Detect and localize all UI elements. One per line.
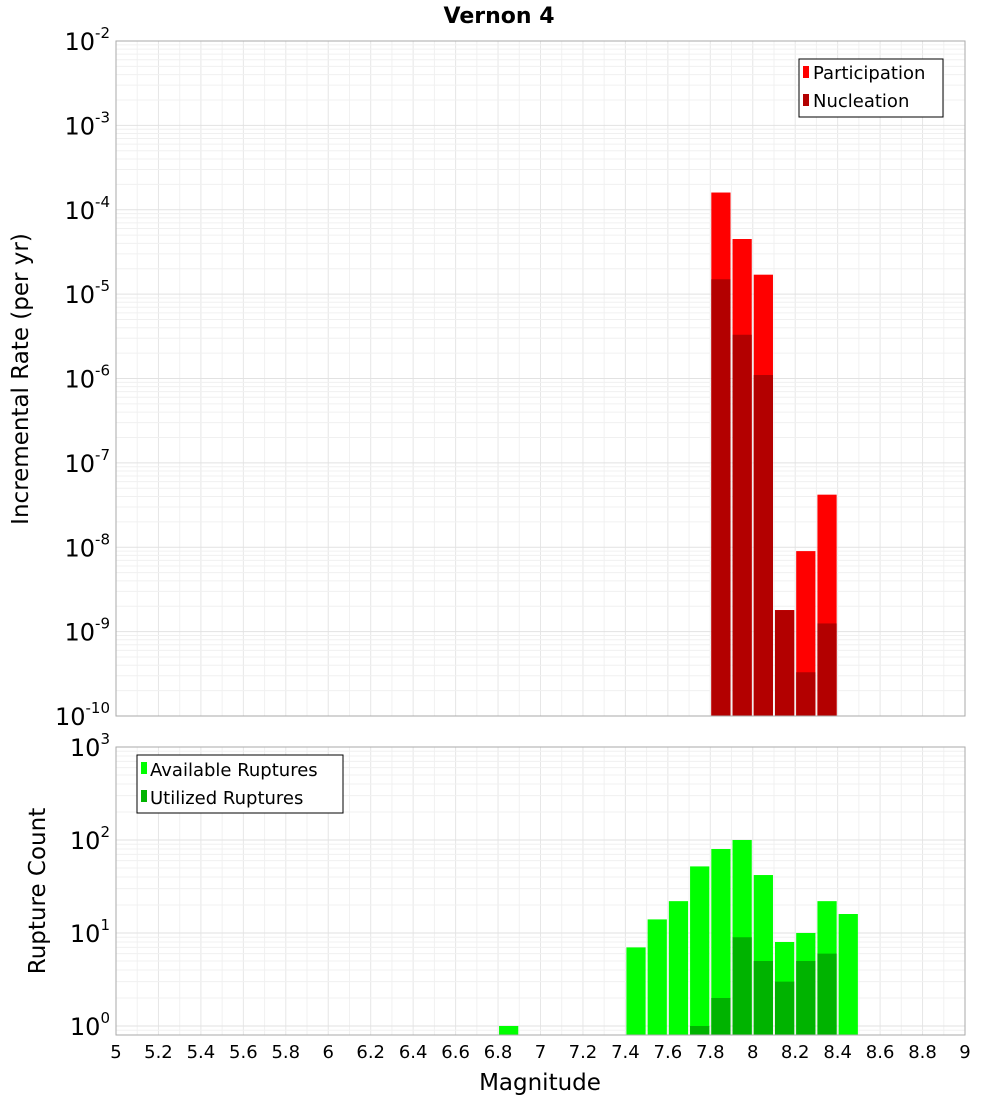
count-y-ticks: 100 101 102 103 <box>70 730 110 1041</box>
count-plot-border <box>115 746 966 1036</box>
x-tick-label: 7.8 <box>696 1042 725 1063</box>
utilized-bar-7-75 <box>690 1025 710 1035</box>
rate-legend: Participation Nucleation <box>798 58 944 118</box>
x-tick-label: 8.6 <box>866 1042 895 1063</box>
available-bar-7-45 <box>626 947 646 1035</box>
count-y-axis-label: Rupture Count <box>25 808 51 974</box>
nucleation-bar-8-15 <box>774 610 795 716</box>
y-tick-label: 10-7 <box>64 446 110 478</box>
legend-label-utilized: Utilized Ruptures <box>150 788 303 809</box>
chart-title: Vernon 4 <box>444 4 555 29</box>
x-tick-label: 8 <box>747 1042 758 1063</box>
x-tick-label: 6 <box>323 1042 334 1063</box>
legend-swatch-utilized <box>141 790 147 802</box>
x-tick-label: 5.8 <box>271 1042 300 1063</box>
rate-bars <box>711 192 837 717</box>
nucleation-bar-7-85 <box>711 279 731 716</box>
count-legend: Available Ruptures Utilized Ruptures <box>136 754 344 814</box>
nucleation-bar-8-35 <box>817 623 837 716</box>
x-tick-label: 7.2 <box>569 1042 598 1063</box>
y-tick-label: 10-2 <box>64 24 110 56</box>
y-tick-label: 101 <box>70 916 110 948</box>
x-tick-label: 5 <box>110 1042 121 1063</box>
x-tick-label: 6.4 <box>399 1042 428 1063</box>
x-tick-label: 7.4 <box>611 1042 640 1063</box>
y-tick-label: 10-10 <box>55 699 110 731</box>
legend-label-available: Available Ruptures <box>150 760 318 781</box>
nucleation-bar-8-05 <box>753 375 773 716</box>
utilized-bar-8-25 <box>796 960 816 1035</box>
y-tick-label: 10-4 <box>64 193 110 225</box>
x-tick-label: 5.4 <box>187 1042 216 1063</box>
utilized-bar-7-95 <box>732 937 752 1035</box>
x-tick-label: 6.6 <box>441 1042 470 1063</box>
legend-swatch-nucleation <box>803 94 809 106</box>
available-bar-6-85 <box>499 1025 519 1035</box>
rate-plot-border <box>115 40 966 717</box>
y-tick-label: 100 <box>70 1009 110 1041</box>
utilized-bar-8-05 <box>753 960 773 1035</box>
available-bar-8-45 <box>838 914 858 1035</box>
utilized-bar-8-35 <box>817 953 837 1035</box>
y-tick-label: 10-6 <box>64 362 110 394</box>
rate-y-axis-label: Incremental Rate (per yr) <box>8 233 34 525</box>
x-tick-label: 5.2 <box>144 1042 173 1063</box>
nucleation-bar-7-95 <box>732 334 752 716</box>
available-bar-7-75 <box>690 866 710 1035</box>
y-tick-label: 102 <box>70 823 110 855</box>
x-tick-label: 7.6 <box>654 1042 683 1063</box>
rate-gridlines <box>116 41 965 716</box>
x-tick-label: 6.8 <box>484 1042 513 1063</box>
legend-swatch-participation <box>803 66 809 78</box>
rate-y-ticks: 10-10 10-9 10-8 10-7 10-6 10-5 10-4 10-3 10-2 <box>55 24 110 731</box>
legend-label-nucleation: Nucleation <box>813 91 909 112</box>
y-tick-label: 10-9 <box>64 615 110 647</box>
x-tick-label: 8.8 <box>908 1042 937 1063</box>
y-tick-label: 10-5 <box>64 277 110 309</box>
x-tick-label: 6.2 <box>356 1042 385 1063</box>
nucleation-bar-8-25 <box>796 672 816 716</box>
y-tick-label: 103 <box>70 730 110 762</box>
y-tick-label: 10-8 <box>64 530 110 562</box>
count-legend-box <box>136 754 344 814</box>
count-bars <box>499 839 858 1035</box>
rupture-count-chart-panel: 100 101 102 103 5 5.2 5.4 5.6 5.8 6 6.2 6.4 6.6 6.8 7… <box>25 730 971 1096</box>
x-tick-label: 7 <box>535 1042 546 1063</box>
legend-swatch-available <box>141 762 147 774</box>
available-bar-7-65 <box>668 901 689 1035</box>
available-bar-7-55 <box>647 919 667 1035</box>
utilized-bar-8-15 <box>774 981 795 1035</box>
available-bar-7-85 <box>711 849 731 1035</box>
y-tick-label: 10-3 <box>64 108 110 140</box>
x-ticks: 5 5.2 5.4 5.6 5.8 6 6.2 6.4 6.6 6.8 7 7.2 7.4 7.6 7.8 8… <box>110 1042 970 1063</box>
x-axis-label: Magnitude <box>479 1070 601 1096</box>
x-tick-label: 5.6 <box>229 1042 258 1063</box>
rate-chart-panel: Vernon 4 10-1010-910-810-710-610-510-410… <box>8 4 966 731</box>
utilized-bar-7-85 <box>711 997 731 1035</box>
rate-legend-box <box>798 58 944 118</box>
x-tick-label: 8.4 <box>823 1042 852 1063</box>
x-tick-label: 9 <box>959 1042 970 1063</box>
legend-label-participation: Participation <box>813 63 925 84</box>
x-tick-label: 8.2 <box>781 1042 810 1063</box>
